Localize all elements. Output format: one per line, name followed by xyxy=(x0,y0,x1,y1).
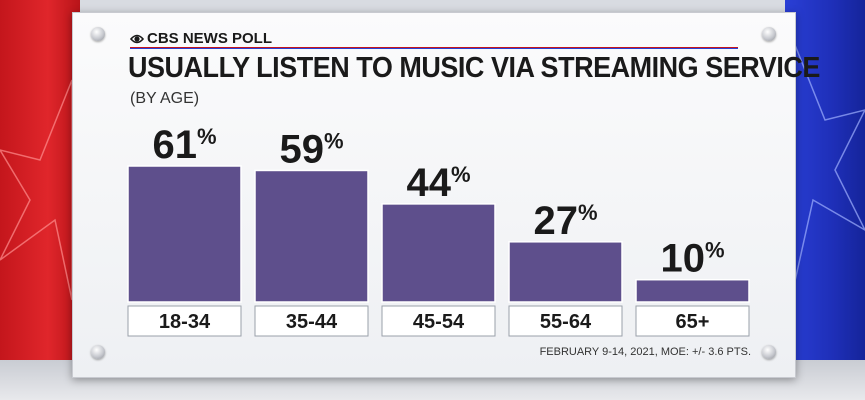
bar-55-64 xyxy=(508,241,623,303)
category-box-18-34 xyxy=(127,305,242,337)
background-red-panel xyxy=(0,0,80,400)
star-outline-icon xyxy=(0,79,73,301)
logo-text: CBS NEWS POLL xyxy=(147,30,273,47)
poll-footnote: FEBRUARY 9-14, 2021, MOE: +/- 3.6 PTS. xyxy=(539,346,751,358)
category-label-55-64: 55-64 xyxy=(540,311,592,333)
chart-title: USUALLY LISTEN TO MUSIC VIA STREAMING SE… xyxy=(128,52,820,84)
background-blue-panel xyxy=(785,0,865,400)
screw-icon xyxy=(762,27,776,41)
chart-subtitle: (BY AGE) xyxy=(130,90,200,107)
header-rule-red xyxy=(130,47,738,48)
data-label-65+: 10% xyxy=(660,237,724,281)
screw-icon xyxy=(91,345,105,359)
category-box-65+ xyxy=(635,305,750,337)
data-label-35-44: 59% xyxy=(279,127,343,171)
cbs-eye-icon xyxy=(130,33,144,45)
category-box-55-64 xyxy=(508,305,623,337)
bar-65+ xyxy=(635,278,750,303)
data-label-55-64: 27% xyxy=(533,199,597,243)
data-label-45-54: 44% xyxy=(406,161,470,205)
header-rule-blue xyxy=(130,48,738,49)
category-label-45-54: 45-54 xyxy=(413,311,465,333)
category-box-45-54 xyxy=(381,305,496,337)
category-label-18-34: 18-34 xyxy=(159,311,211,333)
cbs-news-poll-logo: CBS NEWS POLL xyxy=(130,30,272,47)
bar-18-34 xyxy=(127,165,242,303)
category-box-35-44 xyxy=(254,305,369,337)
screw-icon xyxy=(762,345,776,359)
category-label-35-44: 35-44 xyxy=(286,311,338,333)
data-label-18-34: 61% xyxy=(152,123,216,167)
star-outline-icon xyxy=(792,39,865,291)
screw-icon xyxy=(91,27,105,41)
category-label-65+: 65+ xyxy=(676,311,710,333)
bar-45-54 xyxy=(381,203,496,303)
bar-35-44 xyxy=(254,169,369,303)
